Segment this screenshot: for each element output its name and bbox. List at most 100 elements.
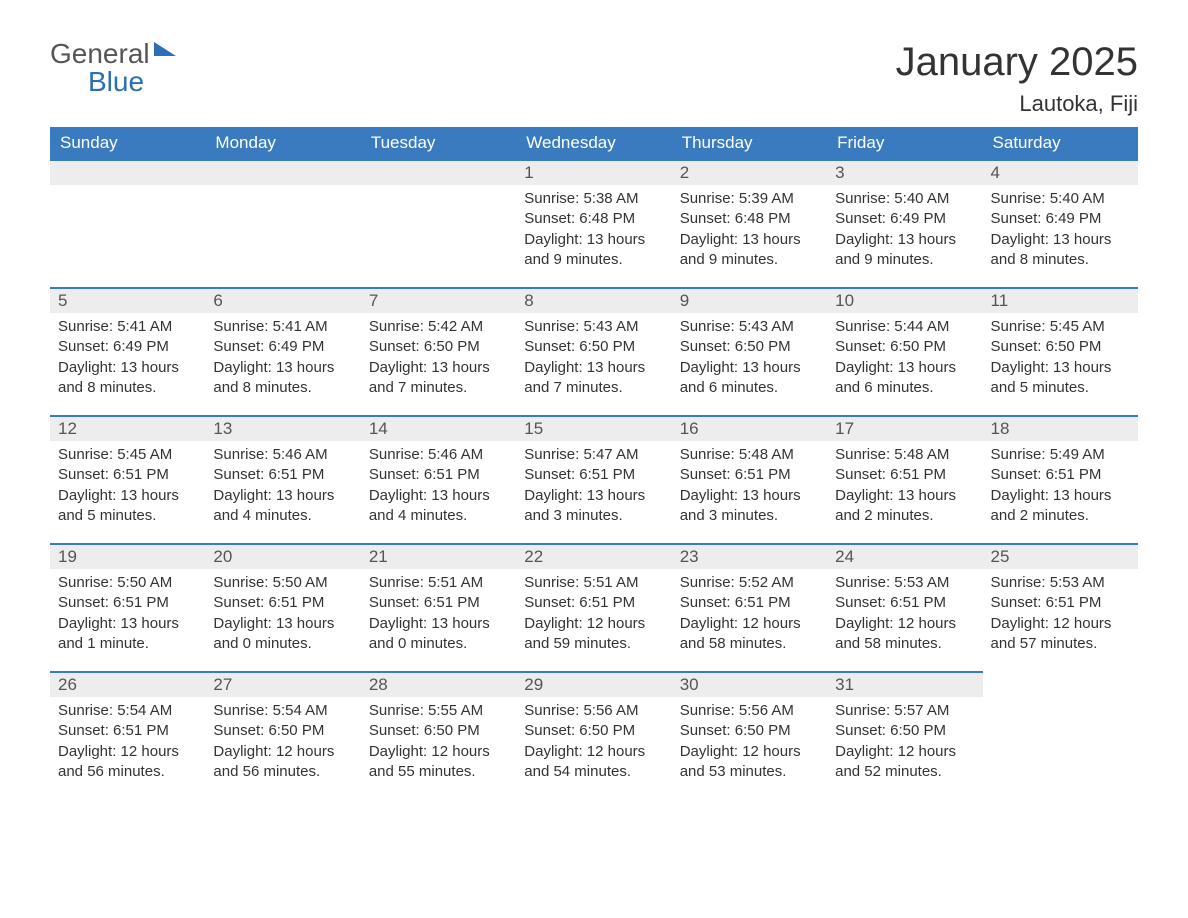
sunrise-text: Sunrise: 5:54 AM [213, 701, 352, 721]
sunrise-text: Sunrise: 5:54 AM [58, 701, 197, 721]
sunrise-text: Sunrise: 5:47 AM [524, 445, 663, 465]
calendar-cell [50, 159, 205, 287]
day-number: 27 [205, 671, 360, 697]
sail-icon [154, 42, 176, 56]
day-details: Sunrise: 5:47 AMSunset: 6:51 PMDaylight:… [516, 441, 671, 536]
sunset-text: Sunset: 6:51 PM [991, 465, 1130, 485]
day-number: 29 [516, 671, 671, 697]
day-number: 22 [516, 543, 671, 569]
day-details: Sunrise: 5:38 AMSunset: 6:48 PMDaylight:… [516, 185, 671, 280]
daylight-text: Daylight: 13 hours and 8 minutes. [58, 358, 197, 399]
day-number: 11 [983, 287, 1138, 313]
logo: General Blue [50, 40, 176, 96]
calendar-cell: 23Sunrise: 5:52 AMSunset: 6:51 PMDayligh… [672, 543, 827, 671]
day-number: 31 [827, 671, 982, 697]
day-details: Sunrise: 5:48 AMSunset: 6:51 PMDaylight:… [672, 441, 827, 536]
daylight-text: Daylight: 12 hours and 54 minutes. [524, 742, 663, 783]
empty-day-header [361, 159, 516, 185]
sunset-text: Sunset: 6:49 PM [835, 209, 974, 229]
calendar-cell: 31Sunrise: 5:57 AMSunset: 6:50 PMDayligh… [827, 671, 982, 799]
day-number: 30 [672, 671, 827, 697]
daylight-text: Daylight: 13 hours and 1 minute. [58, 614, 197, 655]
sunrise-text: Sunrise: 5:45 AM [991, 317, 1130, 337]
sunset-text: Sunset: 6:50 PM [835, 721, 974, 741]
day-details: Sunrise: 5:56 AMSunset: 6:50 PMDaylight:… [672, 697, 827, 792]
day-number: 2 [672, 159, 827, 185]
daylight-text: Daylight: 13 hours and 8 minutes. [991, 230, 1130, 271]
sunrise-text: Sunrise: 5:41 AM [213, 317, 352, 337]
sunrise-text: Sunrise: 5:43 AM [680, 317, 819, 337]
daylight-text: Daylight: 13 hours and 6 minutes. [835, 358, 974, 399]
sunrise-text: Sunrise: 5:40 AM [991, 189, 1130, 209]
day-number: 20 [205, 543, 360, 569]
calendar-cell: 25Sunrise: 5:53 AMSunset: 6:51 PMDayligh… [983, 543, 1138, 671]
logo-text: General Blue [50, 40, 176, 96]
daylight-text: Daylight: 13 hours and 9 minutes. [524, 230, 663, 271]
day-number: 28 [361, 671, 516, 697]
sunset-text: Sunset: 6:51 PM [524, 465, 663, 485]
day-details: Sunrise: 5:42 AMSunset: 6:50 PMDaylight:… [361, 313, 516, 408]
sunrise-text: Sunrise: 5:53 AM [991, 573, 1130, 593]
calendar-cell [361, 159, 516, 287]
sunrise-text: Sunrise: 5:38 AM [524, 189, 663, 209]
sunrise-text: Sunrise: 5:48 AM [680, 445, 819, 465]
day-details: Sunrise: 5:51 AMSunset: 6:51 PMDaylight:… [516, 569, 671, 664]
day-number: 14 [361, 415, 516, 441]
calendar-cell: 9Sunrise: 5:43 AMSunset: 6:50 PMDaylight… [672, 287, 827, 415]
sunrise-text: Sunrise: 5:49 AM [991, 445, 1130, 465]
daylight-text: Daylight: 13 hours and 7 minutes. [524, 358, 663, 399]
day-number: 26 [50, 671, 205, 697]
sunrise-text: Sunrise: 5:51 AM [369, 573, 508, 593]
day-number: 21 [361, 543, 516, 569]
sunset-text: Sunset: 6:49 PM [58, 337, 197, 357]
daylight-text: Daylight: 13 hours and 9 minutes. [835, 230, 974, 271]
calendar-cell: 18Sunrise: 5:49 AMSunset: 6:51 PMDayligh… [983, 415, 1138, 543]
daylight-text: Daylight: 12 hours and 56 minutes. [213, 742, 352, 783]
sunset-text: Sunset: 6:51 PM [213, 593, 352, 613]
daylight-text: Daylight: 13 hours and 4 minutes. [213, 486, 352, 527]
daylight-text: Daylight: 13 hours and 3 minutes. [524, 486, 663, 527]
day-details: Sunrise: 5:41 AMSunset: 6:49 PMDaylight:… [50, 313, 205, 408]
sunset-text: Sunset: 6:50 PM [213, 721, 352, 741]
day-number: 9 [672, 287, 827, 313]
day-number: 3 [827, 159, 982, 185]
sunset-text: Sunset: 6:50 PM [524, 337, 663, 357]
day-number: 6 [205, 287, 360, 313]
sunrise-text: Sunrise: 5:51 AM [524, 573, 663, 593]
calendar-cell: 2Sunrise: 5:39 AMSunset: 6:48 PMDaylight… [672, 159, 827, 287]
page-title: January 2025 [896, 40, 1138, 85]
calendar-cell: 14Sunrise: 5:46 AMSunset: 6:51 PMDayligh… [361, 415, 516, 543]
daylight-text: Daylight: 13 hours and 0 minutes. [369, 614, 508, 655]
sunrise-text: Sunrise: 5:43 AM [524, 317, 663, 337]
logo-line1: General [50, 38, 150, 69]
sunset-text: Sunset: 6:51 PM [58, 721, 197, 741]
day-details: Sunrise: 5:54 AMSunset: 6:51 PMDaylight:… [50, 697, 205, 792]
calendar-cell: 4Sunrise: 5:40 AMSunset: 6:49 PMDaylight… [983, 159, 1138, 287]
day-details: Sunrise: 5:40 AMSunset: 6:49 PMDaylight:… [827, 185, 982, 280]
daylight-text: Daylight: 13 hours and 9 minutes. [680, 230, 819, 271]
sunset-text: Sunset: 6:51 PM [58, 593, 197, 613]
calendar-cell: 1Sunrise: 5:38 AMSunset: 6:48 PMDaylight… [516, 159, 671, 287]
sunset-text: Sunset: 6:50 PM [680, 337, 819, 357]
calendar-cell: 24Sunrise: 5:53 AMSunset: 6:51 PMDayligh… [827, 543, 982, 671]
day-details: Sunrise: 5:53 AMSunset: 6:51 PMDaylight:… [827, 569, 982, 664]
day-details: Sunrise: 5:50 AMSunset: 6:51 PMDaylight:… [205, 569, 360, 664]
sunrise-text: Sunrise: 5:44 AM [835, 317, 974, 337]
day-details: Sunrise: 5:57 AMSunset: 6:50 PMDaylight:… [827, 697, 982, 792]
empty-day-header [50, 159, 205, 185]
daylight-text: Daylight: 13 hours and 7 minutes. [369, 358, 508, 399]
sunset-text: Sunset: 6:48 PM [680, 209, 819, 229]
calendar-cell: 15Sunrise: 5:47 AMSunset: 6:51 PMDayligh… [516, 415, 671, 543]
day-number: 8 [516, 287, 671, 313]
calendar-cell: 12Sunrise: 5:45 AMSunset: 6:51 PMDayligh… [50, 415, 205, 543]
weekday-header: Friday [827, 127, 982, 159]
calendar-cell: 20Sunrise: 5:50 AMSunset: 6:51 PMDayligh… [205, 543, 360, 671]
day-details: Sunrise: 5:39 AMSunset: 6:48 PMDaylight:… [672, 185, 827, 280]
day-details: Sunrise: 5:41 AMSunset: 6:49 PMDaylight:… [205, 313, 360, 408]
sunset-text: Sunset: 6:49 PM [991, 209, 1130, 229]
calendar-cell: 29Sunrise: 5:56 AMSunset: 6:50 PMDayligh… [516, 671, 671, 799]
sunset-text: Sunset: 6:50 PM [835, 337, 974, 357]
sunrise-text: Sunrise: 5:50 AM [213, 573, 352, 593]
day-details: Sunrise: 5:56 AMSunset: 6:50 PMDaylight:… [516, 697, 671, 792]
calendar-cell: 17Sunrise: 5:48 AMSunset: 6:51 PMDayligh… [827, 415, 982, 543]
